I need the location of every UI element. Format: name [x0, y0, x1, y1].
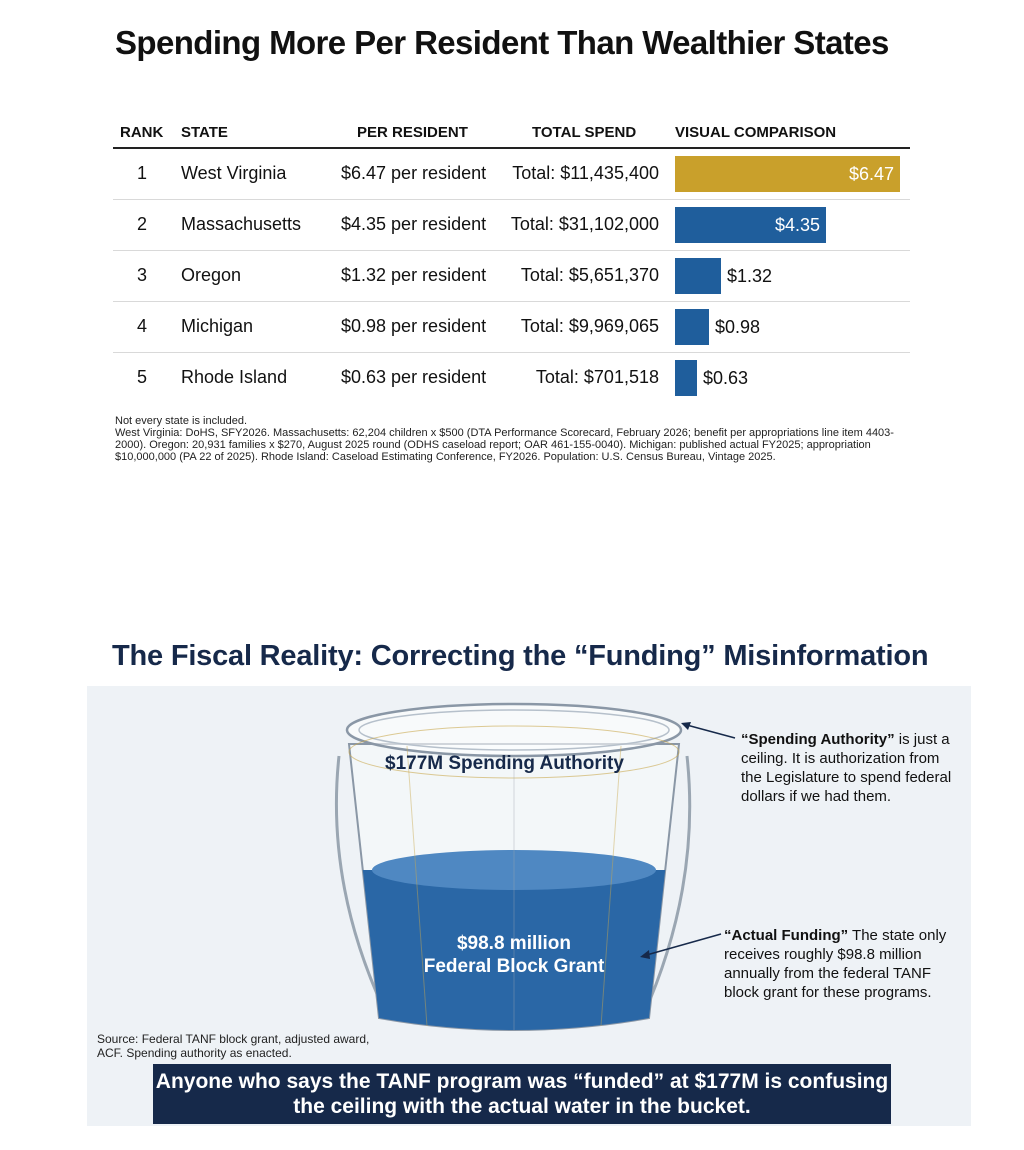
total-spend-cell: Total: $701,518 — [535, 367, 659, 387]
bar-value-label: $4.35 — [774, 215, 820, 235]
bucket-rim — [345, 702, 683, 758]
bar-value-label: $1.32 — [727, 266, 773, 286]
rank-cell: 2 — [136, 214, 147, 234]
per-resident-cell: $1.32 per resident — [341, 265, 487, 285]
spending-authority-annotation: “Spending Authority” is just a ceiling. … — [741, 730, 961, 806]
col-per-resident-header: PER RESIDENT — [357, 124, 468, 141]
conclusion-banner: Anyone who says the TANF program was “fu… — [153, 1064, 891, 1124]
bar-track: $6.47 — [675, 156, 910, 192]
bar-value-label: $6.47 — [848, 164, 894, 184]
bar-west-virginia — [675, 156, 900, 192]
bar-michigan — [675, 309, 709, 345]
state-cell: West Virginia — [181, 163, 287, 183]
bar-track: $1.32 — [675, 258, 910, 294]
state-cell: Massachusetts — [181, 214, 302, 234]
table-row: 2 Massachusetts $4.35 per resident Total: $… — [113, 200, 910, 251]
bar-massachusetts — [675, 207, 826, 243]
table-row: 5 Rhode Island $0.63 per resident Total: $7… — [113, 353, 910, 403]
col-total-spend-header: TOTAL SPEND — [532, 124, 637, 141]
note-sources: West Virginia: DoHS, SFY2026. Massachuse… — [115, 427, 894, 463]
table-row: 1 West Virginia $6.47 per resident Total: $… — [113, 149, 910, 200]
table-body: 1 West Virginia $6.47 per resident Total: $… — [113, 149, 910, 403]
annotation-text: The state only receives roughly $98.8 mi… — [724, 927, 947, 1001]
table-row: 3 Oregon $1.32 per resident Total: $5,651,3… — [113, 251, 910, 302]
water — [349, 850, 679, 1030]
actual-funding-annotation: “Actual Funding” The state only receives… — [724, 926, 970, 1002]
bar-oregon — [675, 258, 721, 294]
rank-cell: 5 — [136, 367, 147, 387]
arrow-to-rim — [682, 723, 736, 739]
grant-amount: $98.8 million — [456, 933, 572, 954]
bar-track: $0.98 — [675, 309, 910, 345]
block-grant-label: $98.8 million Federal Block Grant — [397, 932, 631, 978]
arrow-to-water — [642, 933, 722, 957]
bar-rhode-island — [675, 360, 697, 396]
chart-title: Spending More Per Resident Than Wealthie… — [115, 24, 889, 61]
bucket-handle-right — [641, 755, 692, 1017]
total-spend-cell: Total: $11,435,400 — [512, 163, 659, 183]
bucket-illustration — [334, 702, 736, 1031]
chart-notes: Not every state is included. West Virgin… — [115, 415, 915, 463]
bucket-handle — [334, 755, 389, 1017]
col-state-header: STATE — [181, 124, 228, 141]
state-cell: Michigan — [181, 316, 254, 336]
table-header: RANK STATE PER RESIDENT TOTAL SPEND VISU… — [113, 122, 910, 149]
per-resident-cell: $0.63 per resident — [341, 367, 487, 387]
rank-cell: 1 — [136, 163, 147, 183]
col-visual-comparison-header: VISUAL COMPARISON — [675, 124, 837, 141]
grant-name: Federal Block Grant — [423, 956, 605, 977]
note-line: Not every state is included. — [115, 415, 248, 427]
bar-value-label: $0.63 — [703, 368, 749, 388]
bar-value-label: $0.98 — [715, 317, 761, 337]
state-cell: Oregon — [181, 265, 242, 285]
annotation-bold: “Spending Authority” — [741, 731, 895, 748]
per-resident-cell: $0.98 per resident — [341, 316, 487, 336]
table-row: 4 Michigan $0.98 per resident Total: $9,969… — [113, 302, 910, 353]
bar-track: $0.63 — [675, 360, 910, 396]
total-spend-cell: Total: $5,651,370 — [520, 265, 659, 285]
per-resident-cell: $4.35 per resident — [341, 214, 487, 234]
total-spend-cell: Total: $31,102,000 — [510, 214, 659, 234]
annotation-text: is just a ceiling. It is authorization f… — [741, 731, 952, 805]
infographic-title: The Fiscal Reality: Correcting the “Fund… — [112, 640, 929, 672]
col-rank-header: RANK — [120, 124, 164, 141]
per-resident-cell: $6.47 per resident — [341, 163, 487, 183]
annotation-bold: “Actual Funding” — [724, 927, 849, 944]
bar-track: $4.35 — [675, 207, 910, 243]
rank-cell: 4 — [136, 316, 147, 336]
state-cell: Rhode Island — [181, 367, 288, 387]
spending-authority-label: $177M Spending Authority — [385, 753, 624, 774]
source-note: Source: Federal TANF block grant, adjust… — [97, 1032, 370, 1060]
bucket-infographic: $177M Spending Authority $98.8 million F… — [87, 686, 971, 1126]
rank-cell: 3 — [136, 265, 147, 285]
total-spend-cell: Total: $9,969,065 — [520, 316, 659, 336]
